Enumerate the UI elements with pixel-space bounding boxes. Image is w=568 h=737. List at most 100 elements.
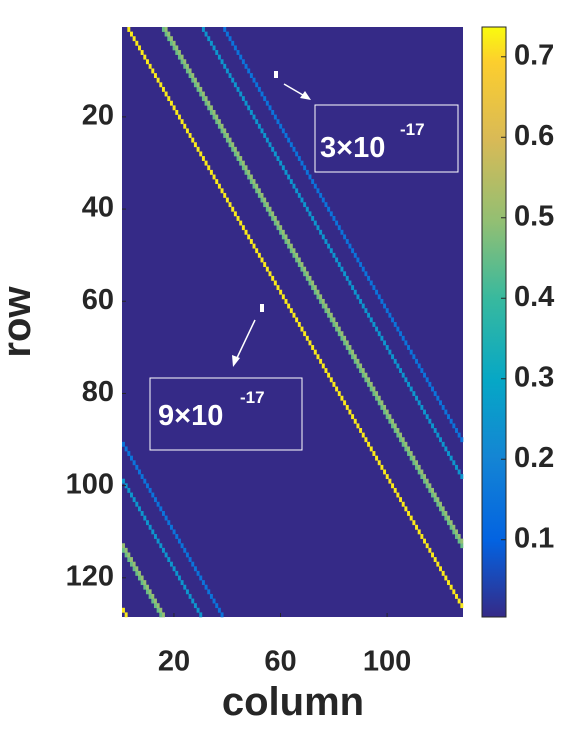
cell (321, 234, 325, 240)
y-tick-label: 100 (66, 468, 114, 500)
cell (255, 188, 259, 194)
cell (183, 59, 187, 65)
cell (457, 432, 461, 438)
cell (247, 105, 251, 111)
colorbar (481, 26, 507, 618)
cell (444, 409, 448, 415)
cell (127, 451, 131, 456)
heatmap-background (122, 27, 463, 617)
cell (433, 492, 437, 498)
cell (193, 603, 197, 609)
cell (167, 557, 171, 562)
cell (263, 262, 267, 267)
cell (159, 506, 163, 512)
cell (279, 289, 283, 295)
cell (199, 151, 203, 157)
cell (122, 607, 125, 613)
cell (455, 464, 458, 470)
cell (273, 215, 277, 221)
cell (415, 460, 419, 466)
cell (135, 501, 139, 507)
cell (252, 77, 256, 83)
cell (209, 40, 213, 46)
cell (223, 192, 227, 198)
cell (231, 146, 235, 152)
cell (204, 96, 208, 102)
heatmap (122, 27, 464, 618)
cell (244, 169, 248, 175)
cell (185, 68, 189, 74)
x-tick-label: 100 (363, 646, 411, 678)
cell (380, 464, 384, 470)
colorbar-tick-label: 0.1 (514, 522, 554, 554)
y-tick-label: 120 (66, 560, 114, 592)
cell (180, 543, 184, 549)
cell (135, 566, 139, 572)
cell (161, 547, 165, 553)
cell (124, 552, 128, 558)
cell (193, 566, 197, 572)
cell (455, 428, 458, 433)
cell (292, 248, 296, 254)
cell (148, 524, 152, 530)
cell (383, 404, 387, 410)
cell (417, 529, 421, 535)
cell (407, 381, 411, 387)
cell (156, 607, 160, 613)
cell (313, 183, 317, 189)
cell (340, 395, 344, 401)
cell (444, 575, 448, 581)
cell (212, 45, 216, 51)
cell (175, 45, 179, 51)
cell (345, 239, 349, 244)
cell (180, 580, 184, 586)
cell (201, 96, 205, 102)
cell (316, 225, 320, 231)
cell (431, 386, 434, 392)
cell (420, 474, 424, 480)
cell (271, 211, 275, 217)
cell (452, 589, 456, 595)
cell (223, 27, 227, 32)
cell (441, 510, 445, 516)
cell (217, 123, 221, 129)
cell (327, 308, 331, 314)
cell (391, 317, 395, 323)
cell (364, 437, 368, 443)
cell (335, 220, 339, 226)
cell (399, 432, 403, 438)
cell (348, 243, 352, 249)
cell (177, 538, 181, 544)
cell (415, 464, 419, 470)
cell (185, 589, 189, 595)
cell (215, 50, 219, 55)
cell (159, 82, 163, 88)
cell (417, 363, 421, 369)
cell (236, 215, 240, 221)
cell (172, 566, 176, 572)
cell (404, 446, 408, 452)
cell (297, 322, 301, 327)
annotation-exponent: -17 (400, 120, 425, 139)
cell (311, 285, 315, 291)
cell (191, 73, 195, 79)
cell (289, 308, 293, 314)
cell (321, 363, 325, 369)
cell (255, 119, 259, 125)
cell (279, 225, 283, 231)
cell (124, 446, 128, 452)
cell (137, 45, 141, 51)
cell (169, 36, 173, 42)
cell (265, 100, 269, 106)
cell (287, 137, 291, 143)
cell (209, 105, 213, 111)
cell (145, 483, 149, 489)
cell (308, 211, 312, 217)
cell (273, 220, 277, 226)
cell (279, 229, 283, 235)
cell (393, 358, 397, 364)
cell (193, 142, 197, 148)
cell (351, 285, 355, 291)
annotation-box (149, 377, 303, 451)
cell (335, 386, 339, 392)
